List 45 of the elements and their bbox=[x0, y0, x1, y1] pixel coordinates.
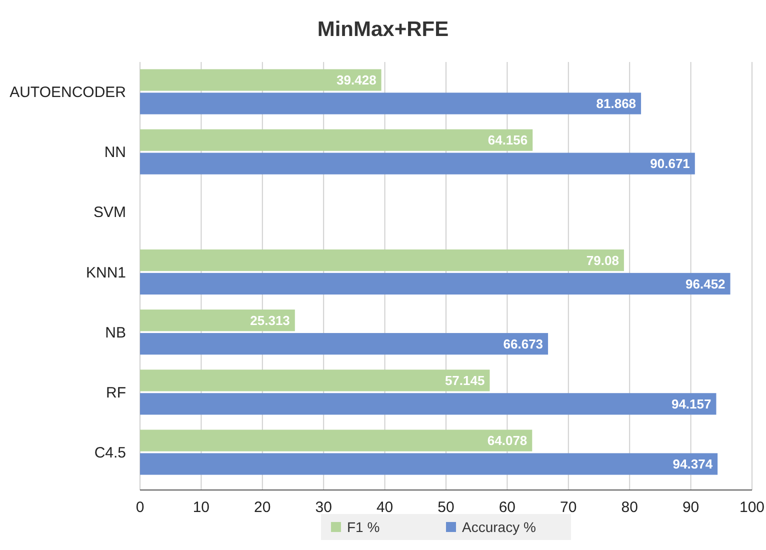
x-tick-label: 50 bbox=[438, 499, 454, 516]
x-tick-label: 0 bbox=[136, 499, 144, 516]
data-label: 96.452 bbox=[686, 276, 726, 292]
bar bbox=[140, 92, 642, 114]
x-tick-label: 60 bbox=[498, 499, 516, 516]
data-label: 39.428 bbox=[336, 72, 376, 88]
data-label: 81.868 bbox=[596, 96, 636, 112]
y-tick-label: SVM bbox=[93, 204, 126, 222]
chart-title: MinMax+RFE bbox=[317, 18, 449, 41]
data-label: 90.671 bbox=[650, 156, 690, 172]
legend-label: Accuracy % bbox=[462, 518, 536, 535]
bar bbox=[140, 393, 716, 415]
x-tick-label: 100 bbox=[739, 499, 765, 516]
data-label: 57.145 bbox=[444, 372, 485, 388]
x-tick-label: 40 bbox=[376, 499, 394, 516]
bar bbox=[140, 430, 532, 452]
x-tick-label: 30 bbox=[315, 499, 332, 516]
x-tick-label: 20 bbox=[254, 499, 271, 516]
data-label: 25.313 bbox=[250, 312, 290, 328]
bar bbox=[140, 370, 490, 392]
y-tick-label: AUTOENCODER bbox=[10, 84, 126, 101]
y-tick-label: NB bbox=[105, 324, 126, 342]
bar bbox=[140, 333, 548, 355]
data-label: 94.157 bbox=[671, 396, 712, 412]
y-tick-label: C4.5 bbox=[94, 444, 126, 462]
data-label: 79.08 bbox=[586, 252, 619, 268]
bar bbox=[140, 249, 624, 272]
data-label: 94.374 bbox=[672, 456, 714, 472]
data-label: 64.156 bbox=[488, 132, 528, 148]
data-label: 64.078 bbox=[487, 433, 528, 448]
y-tick-label: RF bbox=[106, 384, 126, 402]
bar bbox=[140, 272, 730, 295]
legend-label: F1 % bbox=[347, 518, 380, 535]
y-tick-label: NN bbox=[104, 144, 126, 162]
data-label: 66.673 bbox=[503, 336, 544, 352]
bar bbox=[140, 152, 695, 174]
bar bbox=[140, 129, 533, 151]
x-tick-label: 80 bbox=[621, 499, 638, 516]
x-tick-label: 70 bbox=[560, 499, 577, 516]
x-tick-label: 90 bbox=[682, 499, 700, 516]
y-tick-label: KNN1 bbox=[86, 264, 126, 282]
bar bbox=[140, 69, 382, 91]
bar bbox=[140, 453, 718, 475]
bar bbox=[140, 310, 295, 332]
x-tick-label: 10 bbox=[192, 499, 210, 516]
